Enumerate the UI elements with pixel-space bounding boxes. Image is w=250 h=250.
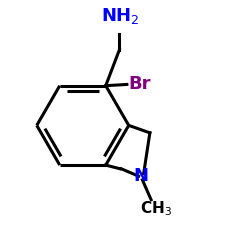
Text: N: N [134,167,149,185]
Text: CH$_3$: CH$_3$ [140,199,172,218]
Text: Br: Br [128,76,150,94]
Text: NH$_2$: NH$_2$ [101,6,140,26]
